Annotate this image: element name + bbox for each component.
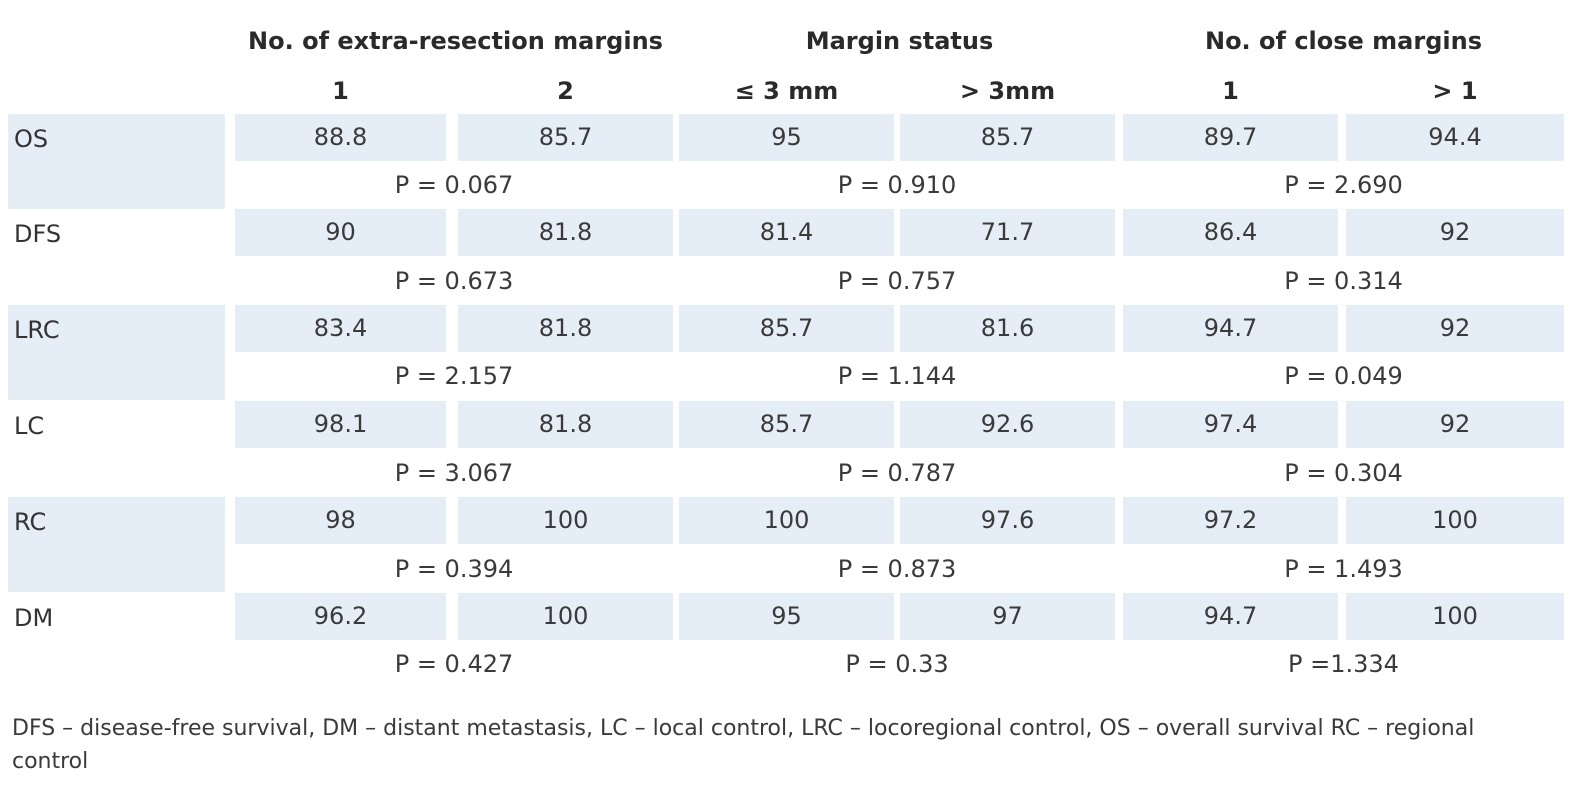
cell-lc-margin-gt3: 92.6 xyxy=(900,401,1115,448)
subheader-close-1: 1 xyxy=(1222,77,1239,105)
header-margin-status: Margin status xyxy=(805,27,994,55)
pvalue-lrc-extra: P = 2.157 xyxy=(394,362,514,390)
pvalue-dfs-close: P = 0.314 xyxy=(1284,267,1403,295)
cell-os-close-1: 89.7 xyxy=(1123,114,1338,161)
header-close-margins: No. of close margins xyxy=(1204,27,1482,55)
cell-lc-close-1: 97.4 xyxy=(1123,401,1338,448)
cell-dm-extra-1: 96.2 xyxy=(235,593,446,640)
subheader-margin-le3: ≤ 3 mm xyxy=(734,77,839,105)
pvalue-lc-margin: P = 0.787 xyxy=(837,459,957,487)
pvalue-dm-margin: P = 0.33 xyxy=(845,650,949,678)
cell-lrc-extra-2: 81.8 xyxy=(458,305,673,352)
row-label-rc: RC xyxy=(8,497,225,592)
pvalue-rc-margin: P = 0.873 xyxy=(837,555,957,583)
pvalue-rc-extra: P = 0.394 xyxy=(394,555,514,583)
cell-rc-close-gt1: 100 xyxy=(1346,497,1564,544)
cell-dfs-close-1: 86.4 xyxy=(1123,209,1338,256)
subheader-extra-2: 2 xyxy=(557,77,574,105)
pvalue-rc-close: P = 1.493 xyxy=(1284,555,1403,583)
cell-dfs-close-gt1: 92 xyxy=(1346,209,1564,256)
cell-dfs-extra-1: 90 xyxy=(235,209,446,256)
cell-os-extra-2: 85.7 xyxy=(458,114,673,161)
subheader-extra-1: 1 xyxy=(332,77,349,105)
cell-dm-margin-le3: 95 xyxy=(679,593,894,640)
cell-lrc-extra-1: 83.4 xyxy=(235,305,446,352)
pvalue-dm-close: P =1.334 xyxy=(1288,650,1399,678)
cell-os-margin-le3: 95 xyxy=(679,114,894,161)
cell-dfs-extra-2: 81.8 xyxy=(458,209,673,256)
cell-dm-close-gt1: 100 xyxy=(1346,593,1564,640)
cell-os-extra-1: 88.8 xyxy=(235,114,446,161)
row-label-dfs: DFS xyxy=(14,220,62,248)
cell-lrc-close-gt1: 92 xyxy=(1346,305,1564,352)
subheader-margin-gt3: > 3mm xyxy=(959,77,1056,105)
pvalue-os-margin: P = 0.910 xyxy=(837,171,957,199)
pvalue-dfs-extra: P = 0.673 xyxy=(394,267,514,295)
header-extra-resection-margins: No. of extra-resection margins xyxy=(248,27,663,55)
cell-lc-close-gt1: 92 xyxy=(1346,401,1564,448)
pvalue-dm-extra: P = 0.427 xyxy=(394,650,514,678)
cell-rc-margin-le3: 100 xyxy=(679,497,894,544)
pvalue-lrc-close: P = 0.049 xyxy=(1284,362,1403,390)
cell-rc-margin-gt3: 97.6 xyxy=(900,497,1115,544)
cell-dm-margin-gt3: 97 xyxy=(900,593,1115,640)
pvalue-os-close: P = 2.690 xyxy=(1284,171,1403,199)
cell-os-margin-gt3: 85.7 xyxy=(900,114,1115,161)
subheader-close-gt1: > 1 xyxy=(1432,77,1478,105)
cell-lrc-margin-le3: 85.7 xyxy=(679,305,894,352)
cell-lc-margin-le3: 85.7 xyxy=(679,401,894,448)
cell-dfs-margin-le3: 81.4 xyxy=(679,209,894,256)
pvalue-lc-extra: P = 3.067 xyxy=(394,459,514,487)
cell-rc-extra-2: 100 xyxy=(458,497,673,544)
cell-lc-extra-1: 98.1 xyxy=(235,401,446,448)
row-label-os: OS xyxy=(8,114,225,209)
pvalue-dfs-margin: P = 0.757 xyxy=(837,267,957,295)
cell-rc-extra-1: 98 xyxy=(235,497,446,544)
cell-dfs-margin-gt3: 71.7 xyxy=(900,209,1115,256)
cell-lrc-margin-gt3: 81.6 xyxy=(900,305,1115,352)
cell-dm-close-1: 94.7 xyxy=(1123,593,1338,640)
cell-lrc-close-1: 94.7 xyxy=(1123,305,1338,352)
pvalue-lc-close: P = 0.304 xyxy=(1284,459,1403,487)
row-label-lc: LC xyxy=(14,412,45,440)
cell-rc-close-1: 97.2 xyxy=(1123,497,1338,544)
cell-lc-extra-2: 81.8 xyxy=(458,401,673,448)
cell-dm-extra-2: 100 xyxy=(458,593,673,640)
row-label-dm: DM xyxy=(14,604,54,632)
row-label-lrc: LRC xyxy=(8,305,225,400)
pvalue-os-extra: P = 0.067 xyxy=(394,171,514,199)
pvalue-lrc-margin: P = 1.144 xyxy=(837,362,957,390)
cell-os-close-gt1: 94.4 xyxy=(1346,114,1564,161)
table-footnote: DFS – disease-free survival, DM – distan… xyxy=(12,716,1475,774)
